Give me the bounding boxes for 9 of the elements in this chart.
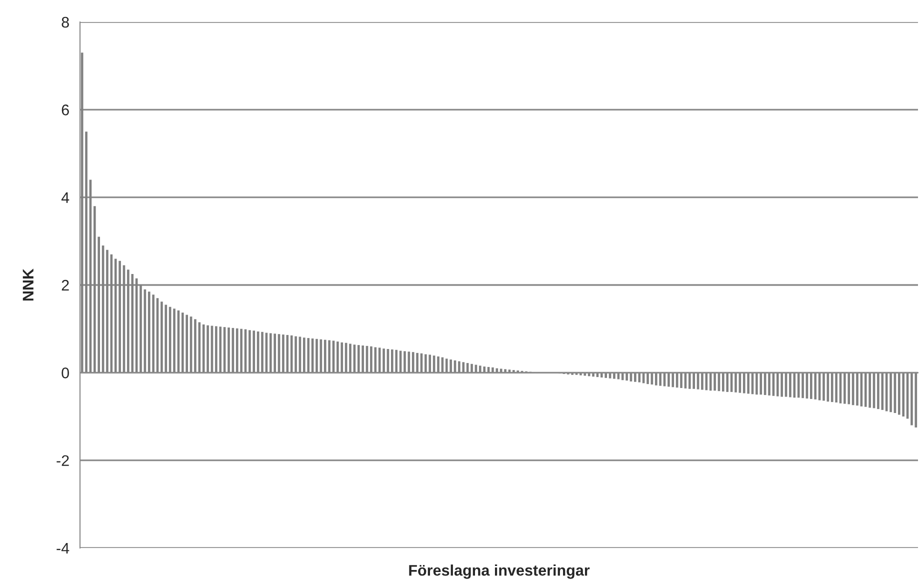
x-axis-title: Föreslagna investeringar [409,564,590,579]
y-tick-label: 8 [62,16,69,28]
y-tick-label: -2 [56,455,69,466]
y-axis-title: NNK [22,268,34,301]
y-tick-label: 4 [61,192,70,203]
y-tick-label: 6 [62,104,69,116]
y-tick-label: -4 [56,543,70,554]
y-tick-label: 2 [62,280,69,291]
y-tick-label: 0 [62,368,69,378]
